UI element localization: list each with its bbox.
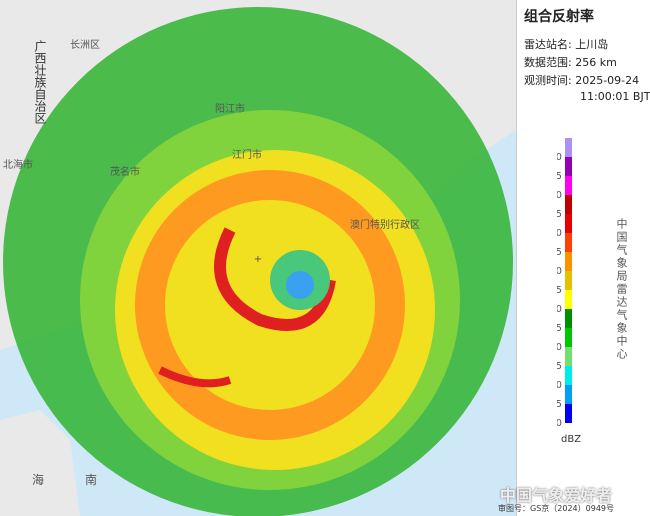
- map: + 广西壮族自治区 长洲区 北海市 茂名市 阳江市 江门市 澳门特别行政区 南 …: [0, 0, 516, 516]
- echo-orange: [135, 170, 405, 440]
- map-label: 北海市: [3, 158, 33, 171]
- map-label: 长洲区: [70, 39, 100, 51]
- eye: [286, 271, 314, 299]
- legend-label: 65: [557, 171, 562, 182]
- value: 256 km: [575, 56, 617, 69]
- legend-label: 5: [557, 399, 562, 410]
- legend-unit: dBZ: [561, 434, 582, 445]
- legend-label: 70: [557, 152, 562, 163]
- radar-site: +: [254, 254, 262, 265]
- legend-label: 40: [557, 266, 562, 277]
- legend-swatch: [565, 252, 572, 271]
- approval-number: 审图号：GS京（2024）0949号: [498, 504, 614, 513]
- legend-swatch: [565, 157, 572, 176]
- legend-label: 20: [557, 342, 562, 353]
- legend-source: 中国气象局雷达气象中心: [615, 218, 628, 361]
- time-row: 11:00:01 BJT: [524, 90, 650, 103]
- legend-label: 55: [557, 209, 562, 220]
- legend-label: 50: [557, 228, 562, 239]
- legend-label: 45: [557, 247, 562, 258]
- value: 2025-09-24: [575, 74, 640, 87]
- map-label: 澳门特别行政区: [350, 218, 420, 231]
- rainband: [158, 366, 232, 388]
- range-row: 数据范围: 256 km: [524, 54, 650, 70]
- legend-label: 35: [557, 285, 562, 296]
- label: 雷达站名:: [524, 38, 572, 51]
- map-label: 南: [85, 472, 97, 487]
- eyewall: [214, 227, 336, 331]
- legend-label: 15: [557, 361, 562, 372]
- map-label: 广西壮族自治区: [33, 40, 47, 124]
- map-label: 海: [32, 472, 44, 487]
- map-label: 茂名市: [110, 165, 140, 178]
- legend-swatch: [565, 214, 572, 233]
- value: 上川岛: [575, 38, 609, 51]
- legend-label: 60: [557, 190, 562, 201]
- label: 观测时间:: [524, 74, 572, 87]
- label: 数据范围:: [524, 56, 572, 69]
- legend-swatch: [565, 271, 572, 290]
- watermark: 中国气象爱好者: [500, 486, 613, 505]
- legend-swatch: [565, 328, 572, 347]
- legend-swatch: [565, 385, 572, 404]
- legend-label: 25: [557, 323, 562, 334]
- legend-label: 10: [557, 380, 562, 391]
- island: [0, 410, 80, 516]
- legend-swatch: [565, 290, 572, 309]
- legend-swatch: [565, 404, 572, 423]
- legend-swatch: [565, 347, 572, 366]
- time-row: 观测时间: 2025-09-24: [524, 72, 650, 88]
- legend-swatch: [565, 366, 572, 385]
- legend-swatch: [565, 176, 572, 195]
- value: 11:00:01 BJT: [580, 90, 650, 103]
- color-legend: 7065605550454035302520151050: [557, 138, 572, 429]
- legend-swatch: [565, 309, 572, 328]
- station-row: 雷达站名: 上川岛: [524, 36, 650, 52]
- legend-label: 0: [557, 418, 562, 429]
- panel-title: 组合反射率: [524, 9, 594, 25]
- legend-label: 30: [557, 304, 562, 315]
- info-panel: 组合反射率 雷达站名: 上川岛 数据范围: 256 km 观测时间: 2025-…: [516, 0, 650, 516]
- legend-swatch: [565, 233, 572, 252]
- legend-swatch: [565, 195, 572, 214]
- map-label: 阳江市: [215, 102, 245, 115]
- map-label: 江门市: [232, 148, 262, 161]
- legend-swatch: [565, 138, 572, 157]
